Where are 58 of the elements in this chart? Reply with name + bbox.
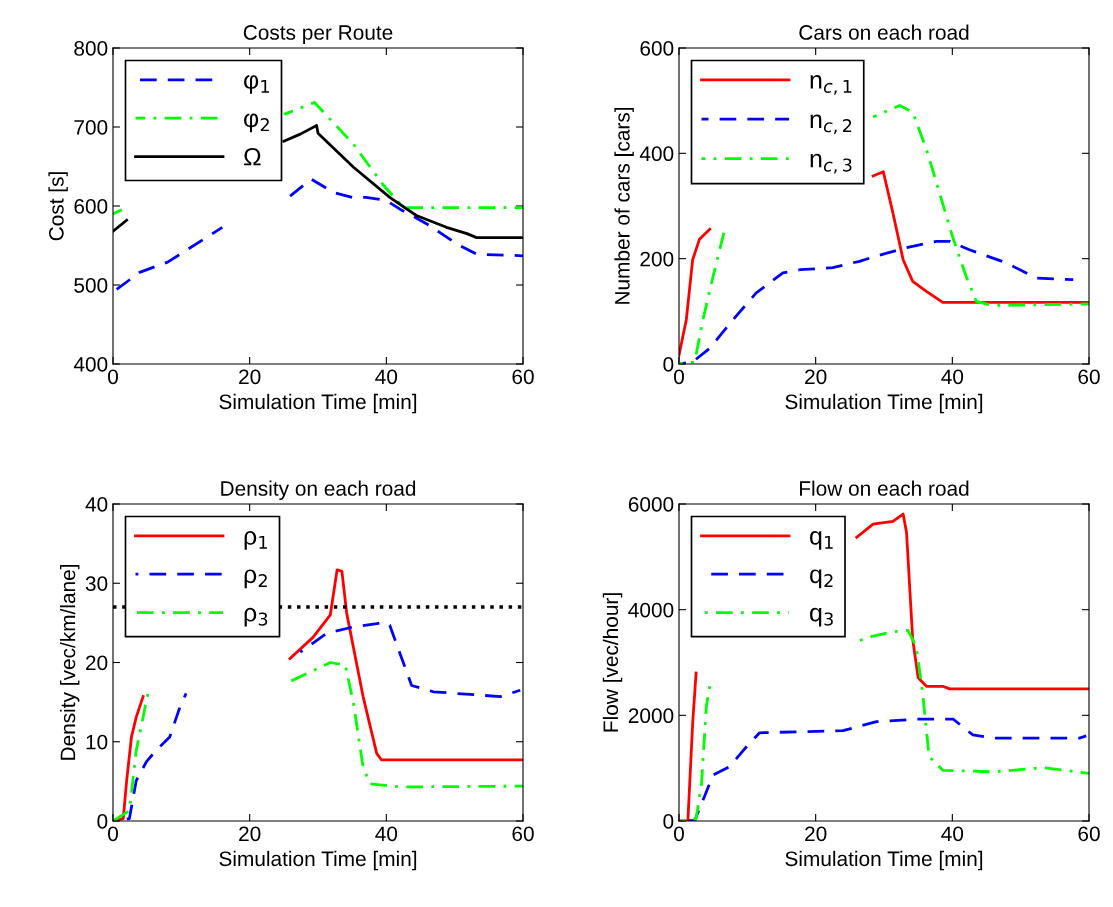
legend-label: ρ$_{2}$	[244, 569, 267, 589]
y-tick-label: 700	[74, 120, 108, 135]
x-axis-title: Simulation Time [min]	[785, 850, 983, 871]
legend-label: φ$_{2}$	[244, 113, 269, 133]
chart-title: Costs per Route	[243, 25, 393, 44]
x-tick-label: 40	[941, 369, 964, 385]
x-tick-label: 0	[674, 826, 684, 842]
x-tick-label: 20	[805, 826, 827, 842]
legend-label: q$_{2}$	[810, 569, 833, 589]
y-tick-label: 10	[86, 734, 108, 750]
y-tick-label: 30	[85, 576, 108, 591]
y-tick-label: 6000	[628, 497, 674, 512]
y-axis-title: Density [vec/km/lane]	[59, 564, 80, 760]
y-tick-label: 400	[73, 357, 108, 372]
x-tick-label: 40	[941, 826, 964, 842]
x-tick-label: 40	[375, 369, 398, 385]
y-tick-label: 2000	[628, 708, 674, 724]
legend-label: n$_{c,2}$	[810, 114, 852, 135]
y-tick-label: 0	[97, 814, 108, 829]
legend-label: ρ$_{1}$	[244, 531, 267, 550]
legend-label: q$_{3}$	[810, 607, 833, 627]
y-tick-label: 400	[639, 146, 674, 162]
y-axis-title: Flow [vec/hour]	[602, 593, 623, 732]
y-tick-label: 0	[663, 357, 674, 372]
x-axis-title: Simulation Time [min]	[219, 850, 417, 871]
chart-title: Density on each road	[221, 480, 416, 500]
legend-label: φ$_{1}$	[244, 75, 269, 94]
chart-title: Cars on each road	[799, 24, 969, 40]
x-tick-label: 20	[805, 369, 827, 385]
y-tick-label: 800	[74, 41, 108, 56]
x-tick-label: 20	[239, 369, 261, 385]
y-axis-title: Cost [s]	[48, 172, 68, 241]
chart-title: Flow on each road	[800, 480, 969, 496]
x-axis-title: Simulation Time [min]	[219, 393, 417, 414]
x-tick-label: 0	[108, 369, 118, 385]
x-tick-label: 40	[375, 826, 398, 842]
x-axis-title: Simulation Time [min]	[785, 393, 983, 414]
legend-label: Ω	[244, 147, 261, 166]
legend-label: ρ$_{3}$	[244, 607, 268, 627]
y-tick-label: 500	[74, 278, 108, 293]
y-tick-label: 200	[640, 251, 674, 267]
x-tick-label: 0	[108, 826, 118, 842]
x-tick-label: 60	[512, 826, 534, 842]
x-tick-label: 60	[512, 369, 534, 385]
y-tick-label: 600	[640, 41, 674, 56]
y-tick-label: 0	[663, 814, 674, 829]
legend-label: n$_{c,1}$	[810, 75, 852, 95]
y-tick-label: 40	[85, 497, 108, 512]
x-tick-label: 20	[239, 826, 261, 842]
y-axis-title: Number of cars [cars]	[614, 107, 634, 304]
legend-label: q$_{1}$	[810, 531, 833, 550]
y-tick-label: 20	[86, 655, 108, 671]
y-tick-label: 4000	[628, 602, 674, 618]
x-tick-label: 60	[1078, 826, 1100, 842]
x-tick-label: 60	[1078, 369, 1100, 385]
x-tick-label: 0	[674, 369, 684, 385]
legend-label: n$_{c,3}$	[810, 153, 852, 174]
y-tick-label: 600	[74, 199, 108, 214]
